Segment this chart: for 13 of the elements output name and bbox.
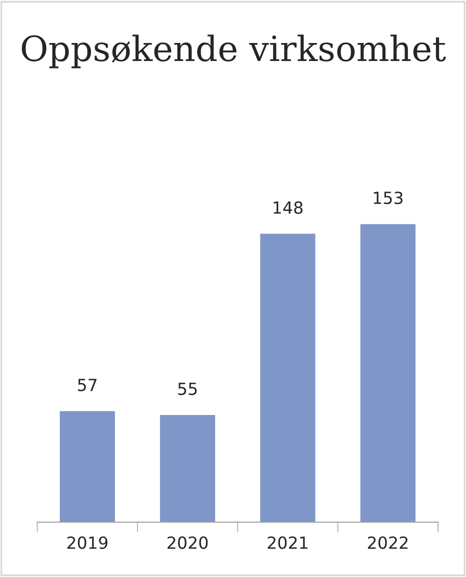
data-label: 148 [274, 201, 303, 214]
bar [160, 415, 216, 522]
data-label: 57 [78, 378, 97, 392]
x-tick-label: 2021 [268, 536, 308, 549]
chart-title: Oppsøkende virksomhet [22, 34, 446, 68]
data-label: 55 [178, 382, 197, 396]
x-tick-label: 2020 [168, 536, 208, 549]
bar [60, 411, 115, 522]
data-label: 153 [374, 192, 403, 204]
bar [360, 224, 416, 522]
bar [260, 234, 316, 522]
x-tick-label: 2019 [67, 536, 108, 549]
x-tick-label: 2022 [368, 536, 408, 549]
